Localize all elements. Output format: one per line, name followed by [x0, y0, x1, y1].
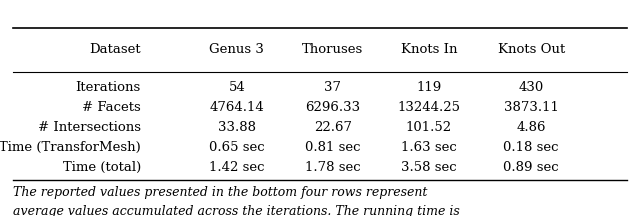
Text: Thoruses: Thoruses: [302, 43, 364, 56]
Text: 3873.11: 3873.11: [504, 101, 559, 114]
Text: The reported values presented in the bottom four rows represent: The reported values presented in the bot…: [13, 186, 427, 199]
Text: Dataset: Dataset: [89, 43, 141, 56]
Text: 37: 37: [324, 81, 341, 94]
Text: 6296.33: 6296.33: [305, 101, 360, 114]
Text: 0.18 sec: 0.18 sec: [504, 141, 559, 154]
Text: Iterations: Iterations: [76, 81, 141, 94]
Text: average values accumulated across the iterations. The running time is: average values accumulated across the it…: [13, 205, 460, 216]
Text: # Facets: # Facets: [82, 101, 141, 114]
Text: 3.58 sec: 3.58 sec: [401, 161, 456, 174]
Text: 430: 430: [518, 81, 544, 94]
Text: 33.88: 33.88: [218, 121, 256, 134]
Text: 0.89 sec: 0.89 sec: [504, 161, 559, 174]
Text: 1.42 sec: 1.42 sec: [209, 161, 264, 174]
Text: 22.67: 22.67: [314, 121, 352, 134]
Text: 0.65 sec: 0.65 sec: [209, 141, 264, 154]
Text: 54: 54: [228, 81, 245, 94]
Text: 13244.25: 13244.25: [397, 101, 460, 114]
Text: Knots In: Knots In: [401, 43, 457, 56]
Text: 1.78 sec: 1.78 sec: [305, 161, 360, 174]
Text: Time (total): Time (total): [63, 161, 141, 174]
Text: # Intersections: # Intersections: [38, 121, 141, 134]
Text: 119: 119: [416, 81, 442, 94]
Text: 0.81 sec: 0.81 sec: [305, 141, 360, 154]
Text: Knots Out: Knots Out: [497, 43, 565, 56]
Text: 4764.14: 4764.14: [209, 101, 264, 114]
Text: 101.52: 101.52: [406, 121, 452, 134]
Text: Genus 3: Genus 3: [209, 43, 264, 56]
Text: 4.86: 4.86: [516, 121, 546, 134]
Text: Time (TransforMesh): Time (TransforMesh): [0, 141, 141, 154]
Text: 1.63 sec: 1.63 sec: [401, 141, 457, 154]
